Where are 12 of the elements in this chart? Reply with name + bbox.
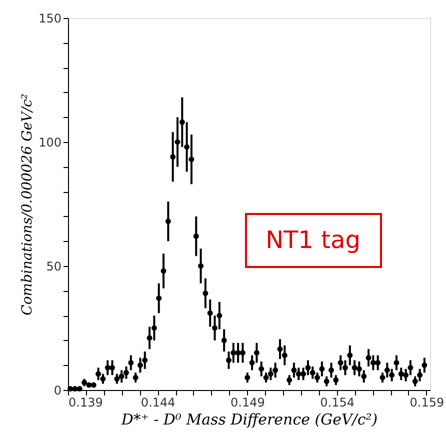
x-tick-label: 0.149 [230, 396, 265, 410]
annotation: NT1 tag [266, 226, 360, 254]
x-tick-label: 0.139 [68, 396, 103, 410]
y-tick-label: 150 [38, 12, 62, 26]
y-tick-label: 50 [46, 260, 62, 274]
x-tick-label: 0.144 [140, 396, 176, 410]
x-tick-label: 0.154 [320, 396, 354, 410]
x-axis-title: D*⁺ - D⁰ Mass Difference (GeV/c²) [120, 410, 378, 428]
y-tick-label: 100 [38, 136, 62, 150]
x-tick-label: 0.159 [410, 396, 444, 410]
y-axis-title: Combinations/0.000026 GeV/c² [20, 93, 36, 316]
y-tick-label: 0 [54, 384, 62, 398]
